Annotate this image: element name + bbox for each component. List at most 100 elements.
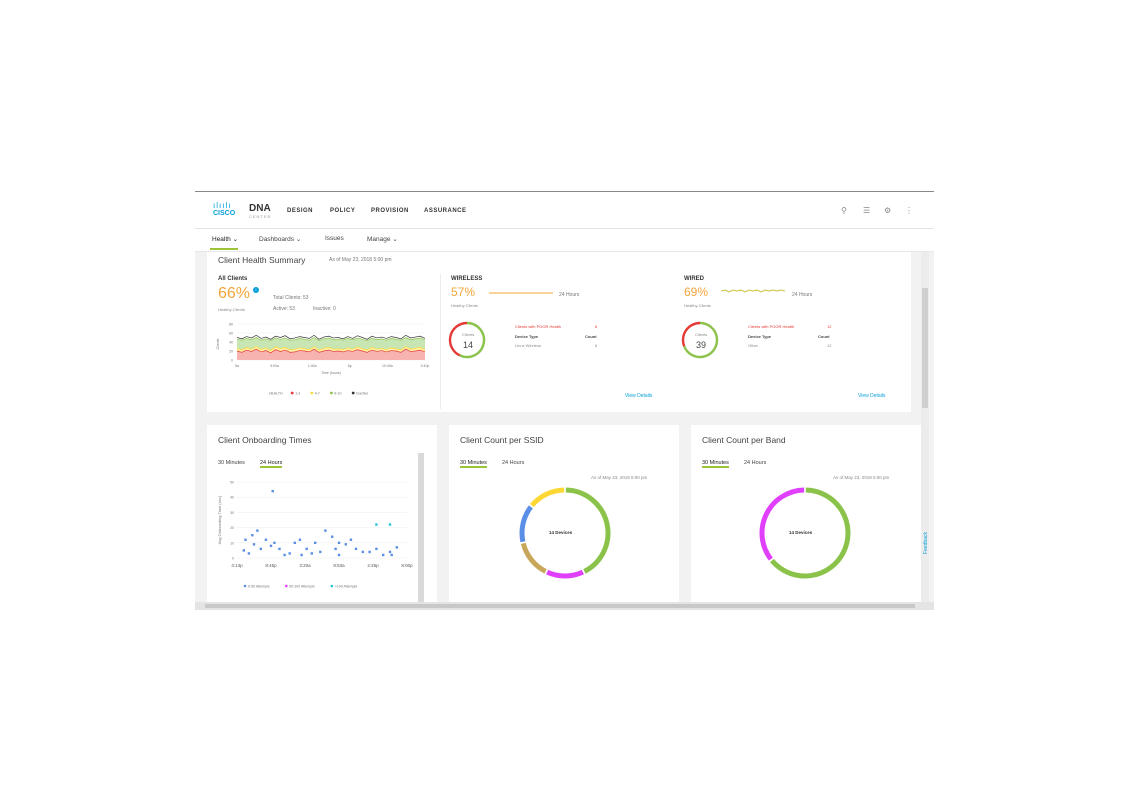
wireless-label: WIRELESS <box>451 276 483 282</box>
data-point <box>337 541 341 544</box>
menu-icon[interactable]: ⋮ <box>905 206 913 215</box>
data-point <box>283 553 286 557</box>
data-point <box>361 550 364 554</box>
wireless-device-type: Linux Wireless <box>515 343 542 348</box>
client-count-per-band-card: Client Count per Band 30 Minutes 24 Hour… <box>691 425 921 610</box>
poor-health-arc <box>448 321 468 357</box>
wireless-device-type-header: Device Type <box>515 334 539 339</box>
wired-healthy-label: Healthy Clients <box>684 303 711 308</box>
tab-24-hours[interactable]: 24 Hours <box>260 460 283 468</box>
data-point <box>251 534 254 537</box>
wireless-poor-health-label[interactable]: Clients with POOR Health <box>515 324 562 329</box>
tab-24-hours[interactable]: 24 Hours <box>744 460 767 466</box>
wired-range: 24 Hours <box>792 292 813 298</box>
card-title: Client Count per Band <box>702 435 786 445</box>
page-scrollbar[interactable] <box>921 252 929 602</box>
cisco-bars-icon: ılıılı <box>213 201 232 210</box>
nav-policy[interactable]: POLICY <box>330 208 356 214</box>
x-tick-label: 8:45p <box>265 563 277 568</box>
tab-30-minutes[interactable]: 30 Minutes <box>218 460 245 466</box>
y-tick-label: 20 <box>229 350 233 354</box>
active-clients: Active: 53 <box>273 306 295 312</box>
y-tick-label: 10 <box>230 541 234 545</box>
info-icon[interactable]: i <box>253 287 259 293</box>
data-point <box>273 541 276 544</box>
wireless-view-details-link[interactable]: View Details <box>625 393 653 399</box>
page-scrollbar-thumb[interactable] <box>922 288 928 408</box>
scrollbar-thumb[interactable] <box>418 453 424 610</box>
wireless-healthy-label: Healthy Clients <box>451 303 478 308</box>
data-point <box>293 541 296 544</box>
data-point <box>331 535 334 538</box>
as-of-timestamp: As of May 23, 2018 5:00 pm <box>591 475 648 480</box>
data-point <box>324 529 327 532</box>
wired-device-type-header: Device Type <box>748 334 772 339</box>
legend-label: >100 Attempts <box>335 585 358 589</box>
x-tick-label: 9:00a <box>270 364 279 368</box>
data-point <box>337 553 341 557</box>
legend-label: 0-50 Attempts <box>248 585 270 589</box>
data-point <box>319 550 322 554</box>
brand-product-sub: CENTER <box>249 214 272 219</box>
as-of-timestamp: As of May 23, 2018 5:00 pm <box>329 257 392 263</box>
x-tick-label: 1:40a <box>308 364 317 368</box>
x-tick-label: 2:40p <box>421 364 430 368</box>
wired-sparkline <box>720 289 786 293</box>
data-point <box>382 553 385 557</box>
wired-poor-health-label[interactable]: Clients with POOR Health <box>748 324 795 329</box>
feedback-tab[interactable]: Feedback <box>923 532 929 554</box>
legend-label: 1-3 <box>295 392 300 396</box>
subnav-health[interactable]: Health ⌄ <box>212 235 238 243</box>
wired-device-type: Other <box>748 343 759 348</box>
pie-slice <box>519 505 533 543</box>
subnav-dashboards-label: Dashboards <box>259 236 295 243</box>
subnav-health-label: Health <box>212 236 231 243</box>
data-point <box>388 523 392 526</box>
x-tick-label: 10:40a <box>382 364 393 368</box>
sub-nav: Health ⌄ Dashboards ⌄ Issues Manage ⌄ <box>195 229 934 252</box>
wireless-count-header: Count <box>585 334 597 339</box>
wired-view-details-link[interactable]: View Details <box>858 393 886 399</box>
y-tick-label: 0 <box>231 359 233 363</box>
y-tick-label: 20 <box>230 526 234 530</box>
band-center-label: 14 Devices <box>789 530 813 535</box>
legend-swatch <box>285 584 288 588</box>
healthy-clients-label: Healthy Clients <box>218 307 245 312</box>
data-point <box>305 547 308 551</box>
nav-assurance[interactable]: ASSURANCE <box>424 208 467 214</box>
pie-slice <box>565 487 611 574</box>
tab-30-minutes[interactable]: 30 Minutes <box>702 460 729 468</box>
y-tick-label: 50 <box>230 481 234 485</box>
subnav-manage[interactable]: Manage ⌄ <box>367 235 398 243</box>
data-point <box>259 547 262 551</box>
wired-clients-count: 39 <box>696 340 707 350</box>
chevron-down-icon: ⌄ <box>392 236 398 243</box>
horizontal-scrollbar[interactable] <box>195 602 934 610</box>
all-clients-area-chart: 80 60 40 20 0 Clients 5a 9:00a 1:40a 6p 10:40a 2:40… <box>216 323 430 396</box>
gear-icon[interactable]: ⚙ <box>884 206 892 215</box>
cisco-logo[interactable]: ılıılı CISCO DNA CENTER <box>213 201 271 220</box>
y-tick-label: 30 <box>230 511 234 515</box>
tab-24-hours[interactable]: 24 Hours <box>502 460 525 466</box>
tab-30-minutes[interactable]: 30 Minutes <box>460 460 487 468</box>
nav-design[interactable]: DESIGN <box>287 208 314 214</box>
wireless-clients-label: Clients <box>462 332 475 337</box>
x-tick-label: 3:20a <box>299 563 311 568</box>
poor-health-arc <box>681 321 701 347</box>
wired-device-count: 12 <box>827 343 832 348</box>
wired-healthy-pct: 69% <box>684 285 709 299</box>
subnav-dashboards[interactable]: Dashboards ⌄ <box>259 235 301 243</box>
subnav-issues[interactable]: Issues <box>325 235 344 242</box>
legend-label: 50-100 Attempts <box>289 585 315 589</box>
series-line-1-3 <box>236 348 426 354</box>
y-tick-label: 80 <box>229 323 233 327</box>
y-tick-label: 40 <box>229 341 233 345</box>
nav-provision[interactable]: PROVISION <box>371 208 409 214</box>
onboarding-scatter-chart: 50 40 30 20 10 0 Avg Onboarding Time (sec) 4:13… <box>217 481 413 589</box>
list-icon[interactable]: ☰ <box>863 206 871 215</box>
inactive-clients: Inactive: 0 <box>313 306 336 312</box>
series-line-inactive <box>236 334 426 340</box>
search-icon[interactable]: ⚲ <box>841 206 847 215</box>
good-health-arc <box>459 321 486 359</box>
horizontal-scrollbar-thumb[interactable] <box>205 604 915 608</box>
